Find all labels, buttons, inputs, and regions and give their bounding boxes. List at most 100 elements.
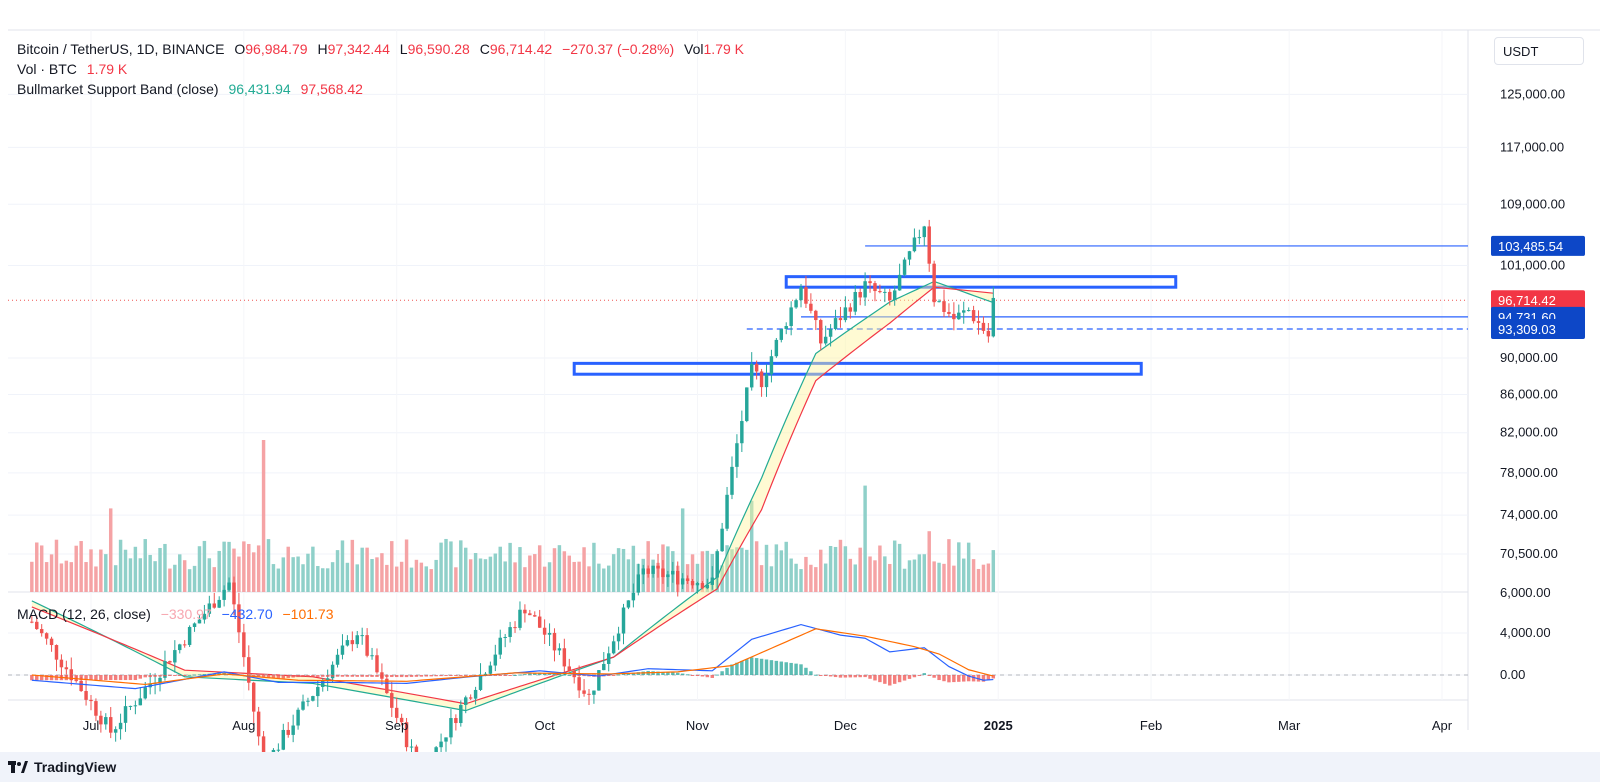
candle-body: [212, 603, 216, 608]
candle-body: [187, 626, 192, 645]
candle-body: [197, 619, 202, 624]
candle-body: [616, 633, 621, 642]
vol-value: 1.79 K: [703, 41, 744, 57]
volume-bar: [616, 548, 621, 592]
volume-legend-value: 1.79 K: [86, 61, 128, 77]
price-tag-text: 103,485.54: [1498, 239, 1563, 254]
candle-body: [892, 290, 897, 301]
macd-histogram-bar: [148, 675, 152, 678]
candle-body: [182, 644, 187, 646]
volume-bar: [912, 559, 917, 592]
macd-histogram-bar: [380, 675, 384, 677]
candle-body: [735, 443, 739, 467]
volume-bar: [690, 554, 695, 592]
volume-bar: [394, 566, 399, 592]
macd-histogram-bar: [779, 661, 784, 675]
candle-body: [227, 582, 231, 590]
macd-histogram-bar: [562, 674, 567, 676]
candle-body: [59, 659, 64, 668]
macd-histogram-bar: [350, 675, 355, 677]
macd-histogram-bar: [888, 675, 892, 686]
candle-body: [749, 363, 754, 388]
candle-body: [794, 300, 798, 308]
macd-histogram-bar: [656, 671, 660, 675]
macd-histogram-bar: [631, 672, 636, 675]
candle-body: [700, 583, 705, 589]
candle-body: [562, 648, 567, 667]
candle-body: [370, 655, 374, 657]
candle-body: [804, 287, 808, 304]
volume-bar: [123, 549, 128, 592]
volume-bar: [587, 566, 591, 592]
candle-body: [104, 717, 108, 725]
macd-legend: MACD (12, 26, close) −330.97 −432.70 −10…: [17, 604, 340, 624]
macd-histogram-bar: [528, 673, 532, 675]
volume-bar: [823, 563, 828, 592]
candle-body: [695, 583, 700, 586]
currency-selector[interactable]: USDT: [1494, 37, 1584, 65]
volume-bar: [883, 556, 887, 592]
time-tick-label: Aug: [232, 718, 255, 733]
volume-bar: [330, 562, 335, 592]
macd-histogram-bar: [838, 675, 843, 678]
macd-histogram-bar: [113, 675, 118, 681]
candle-body: [409, 746, 414, 748]
candle-body: [621, 607, 626, 634]
candle-body: [725, 494, 729, 529]
volume-bar: [454, 567, 458, 592]
macd-histogram-bar: [671, 672, 675, 675]
macd-histogram-bar: [695, 675, 700, 676]
volume-bar: [222, 541, 226, 592]
candle-body: [878, 291, 882, 293]
candle-body: [291, 725, 295, 735]
price-tick-label-partial: 6,000.00: [1500, 585, 1551, 600]
macd-histogram-bar: [158, 675, 162, 677]
candle-body: [459, 704, 463, 724]
horizontal-levels[interactable]: [8, 245, 1468, 330]
price-tick-label: 86,000.00: [1500, 386, 1558, 401]
macd-histogram-bar: [582, 675, 586, 677]
candle-body: [217, 599, 221, 608]
candle-body: [355, 635, 359, 645]
candle-body: [552, 632, 557, 651]
candle-body: [542, 627, 547, 635]
macd-histogram-bar: [971, 675, 976, 682]
candle-body: [330, 664, 335, 679]
macd-tick-label: 4,000.00: [1500, 625, 1551, 640]
support-zones[interactable]: [572, 275, 1178, 376]
macd-histogram-bar: [163, 675, 167, 677]
volume-bar: [981, 564, 986, 592]
high-label: H: [317, 41, 328, 57]
volume-bar: [498, 546, 502, 592]
macd-tick-label: 0.00: [1500, 667, 1525, 682]
candle-body: [666, 574, 670, 578]
candle-body: [759, 371, 764, 388]
volume-bar: [986, 563, 991, 592]
volume-bar: [814, 567, 818, 592]
volume-bar: [602, 568, 606, 592]
macd-histogram-bar: [789, 662, 793, 675]
candle-body: [222, 589, 226, 600]
price-tag-text: 93,309.03: [1498, 322, 1556, 337]
volume-bar: [868, 556, 872, 592]
volume-bar: [49, 554, 54, 592]
volume-bar: [296, 556, 300, 592]
volume-bar: [572, 561, 576, 592]
macd-histogram-bar: [301, 675, 305, 678]
candle-body: [468, 697, 473, 699]
candle-body: [454, 718, 458, 724]
volume-bar: [858, 547, 862, 592]
macd-pane: [8, 623, 1468, 690]
macd-histogram-bar: [533, 673, 537, 675]
macd-histogram-bar: [370, 675, 374, 677]
tradingview-brand[interactable]: TradingView: [8, 759, 116, 775]
candle-body: [784, 326, 788, 329]
macd-legend-line: −432.70: [221, 606, 273, 622]
macd-histogram-bar: [962, 675, 966, 682]
price-tick-label: 109,000.00: [1500, 196, 1565, 211]
candle-body: [399, 717, 404, 723]
candle-body: [641, 568, 645, 575]
low-label: L: [399, 41, 408, 57]
volume-bar: [533, 554, 537, 592]
